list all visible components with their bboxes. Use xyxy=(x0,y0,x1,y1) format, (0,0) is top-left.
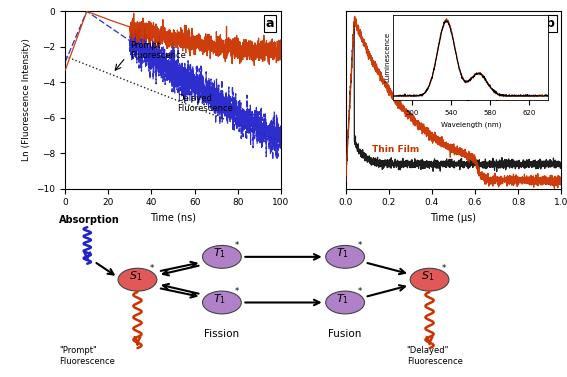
Text: *: * xyxy=(358,241,362,250)
Text: *: * xyxy=(442,264,446,273)
Text: "Prompt"
Fluorescence: "Prompt" Fluorescence xyxy=(59,346,115,366)
Text: Thin Film: Thin Film xyxy=(371,145,419,154)
Ellipse shape xyxy=(325,291,365,314)
Text: *: * xyxy=(234,241,239,250)
Text: $S_1$: $S_1$ xyxy=(421,269,434,283)
Text: Single Crystal: Single Crystal xyxy=(449,92,520,101)
X-axis label: Time (μs): Time (μs) xyxy=(430,213,476,223)
Text: *: * xyxy=(234,287,239,296)
Text: b: b xyxy=(546,17,555,30)
X-axis label: Time (ns): Time (ns) xyxy=(150,213,196,223)
Text: Absorption: Absorption xyxy=(59,215,120,225)
Text: $T_1$: $T_1$ xyxy=(213,292,226,306)
Text: Delayed
Fluorescence: Delayed Fluorescence xyxy=(177,94,233,113)
Y-axis label: Ln (Fluorescence Intensity): Ln (Fluorescence Intensity) xyxy=(22,38,31,161)
Ellipse shape xyxy=(202,291,242,314)
Ellipse shape xyxy=(410,268,449,291)
Text: Prompt
Fluorescence: Prompt Fluorescence xyxy=(130,41,186,60)
Text: "Delayed"
Fluorescence: "Delayed" Fluorescence xyxy=(407,346,463,366)
Text: $T_1$: $T_1$ xyxy=(336,246,349,260)
Ellipse shape xyxy=(118,268,157,291)
Ellipse shape xyxy=(325,245,365,268)
Text: Fission: Fission xyxy=(204,329,239,339)
Ellipse shape xyxy=(202,245,242,268)
Text: a: a xyxy=(266,17,274,30)
Text: *: * xyxy=(150,264,154,273)
Text: $S_1$: $S_1$ xyxy=(129,269,142,283)
Text: Fusion: Fusion xyxy=(328,329,362,339)
Text: *: * xyxy=(358,287,362,296)
Text: $T_1$: $T_1$ xyxy=(213,246,226,260)
Text: $T_1$: $T_1$ xyxy=(336,292,349,306)
